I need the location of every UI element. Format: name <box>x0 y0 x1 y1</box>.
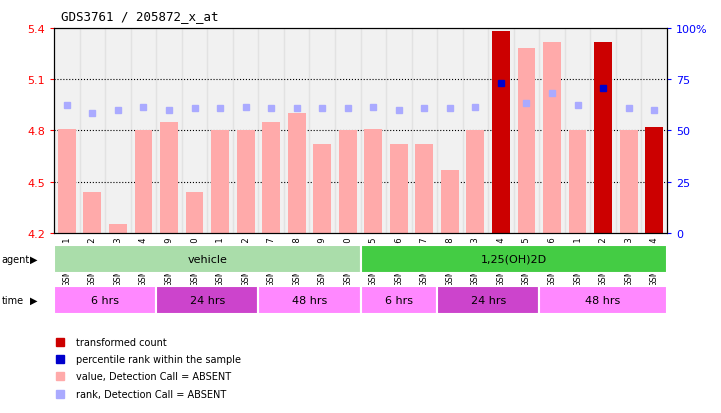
Bar <box>105 29 131 233</box>
Bar <box>565 29 590 233</box>
Text: 48 hrs: 48 hrs <box>585 295 621 306</box>
Bar <box>539 29 565 233</box>
Bar <box>412 29 437 233</box>
Bar <box>233 29 258 233</box>
Bar <box>390 145 408 233</box>
Bar <box>211 131 229 233</box>
Bar <box>645 128 663 233</box>
Bar <box>131 29 156 233</box>
Bar <box>339 131 357 233</box>
Text: 48 hrs: 48 hrs <box>292 295 327 306</box>
Bar <box>236 131 255 233</box>
Text: transformed count: transformed count <box>76 337 167 347</box>
Bar <box>543 43 561 233</box>
Text: 1,25(OH)2D: 1,25(OH)2D <box>481 254 547 264</box>
Bar <box>594 43 612 233</box>
Text: 24 hrs: 24 hrs <box>190 295 225 306</box>
Bar <box>84 192 102 233</box>
Bar <box>54 29 79 233</box>
Text: vehicle: vehicle <box>187 254 227 264</box>
Text: 6 hrs: 6 hrs <box>91 295 119 306</box>
Text: percentile rank within the sample: percentile rank within the sample <box>76 354 241 364</box>
Bar <box>360 287 437 314</box>
Bar <box>313 145 331 233</box>
Bar <box>309 29 335 233</box>
Bar <box>492 32 510 233</box>
Bar <box>58 129 76 233</box>
Bar <box>79 29 105 233</box>
Bar <box>466 131 485 233</box>
Bar <box>262 123 280 233</box>
Text: GDS3761 / 205872_x_at: GDS3761 / 205872_x_at <box>61 10 218 23</box>
Bar <box>616 29 642 233</box>
Text: value, Detection Call = ABSENT: value, Detection Call = ABSENT <box>76 372 231 382</box>
Bar <box>619 131 637 233</box>
Text: time: time <box>1 295 24 306</box>
Bar <box>160 123 178 233</box>
Bar <box>284 29 309 233</box>
Bar <box>156 287 258 314</box>
Bar <box>463 29 488 233</box>
Bar <box>54 245 360 273</box>
Bar <box>258 29 284 233</box>
Bar <box>185 192 203 233</box>
Text: ▶: ▶ <box>30 254 37 264</box>
Bar <box>156 29 182 233</box>
Bar <box>590 29 616 233</box>
Bar <box>335 29 360 233</box>
Bar <box>386 29 412 233</box>
Bar <box>518 50 536 233</box>
Bar <box>488 29 514 233</box>
Bar <box>437 287 539 314</box>
Bar <box>135 131 152 233</box>
Bar <box>539 287 667 314</box>
Text: 24 hrs: 24 hrs <box>471 295 506 306</box>
Bar <box>437 29 463 233</box>
Bar <box>288 114 306 233</box>
Bar <box>360 29 386 233</box>
Bar <box>364 129 382 233</box>
Bar <box>54 287 156 314</box>
Bar <box>513 29 539 233</box>
Bar <box>569 131 586 233</box>
Bar <box>360 245 667 273</box>
Text: 6 hrs: 6 hrs <box>385 295 413 306</box>
Bar <box>441 170 459 233</box>
Text: rank, Detection Call = ABSENT: rank, Detection Call = ABSENT <box>76 389 226 399</box>
Text: ▶: ▶ <box>30 295 37 306</box>
Bar <box>642 29 667 233</box>
Bar <box>258 287 360 314</box>
Bar <box>415 145 433 233</box>
Text: agent: agent <box>1 254 30 264</box>
Bar <box>182 29 208 233</box>
Bar <box>208 29 233 233</box>
Bar <box>109 225 127 233</box>
